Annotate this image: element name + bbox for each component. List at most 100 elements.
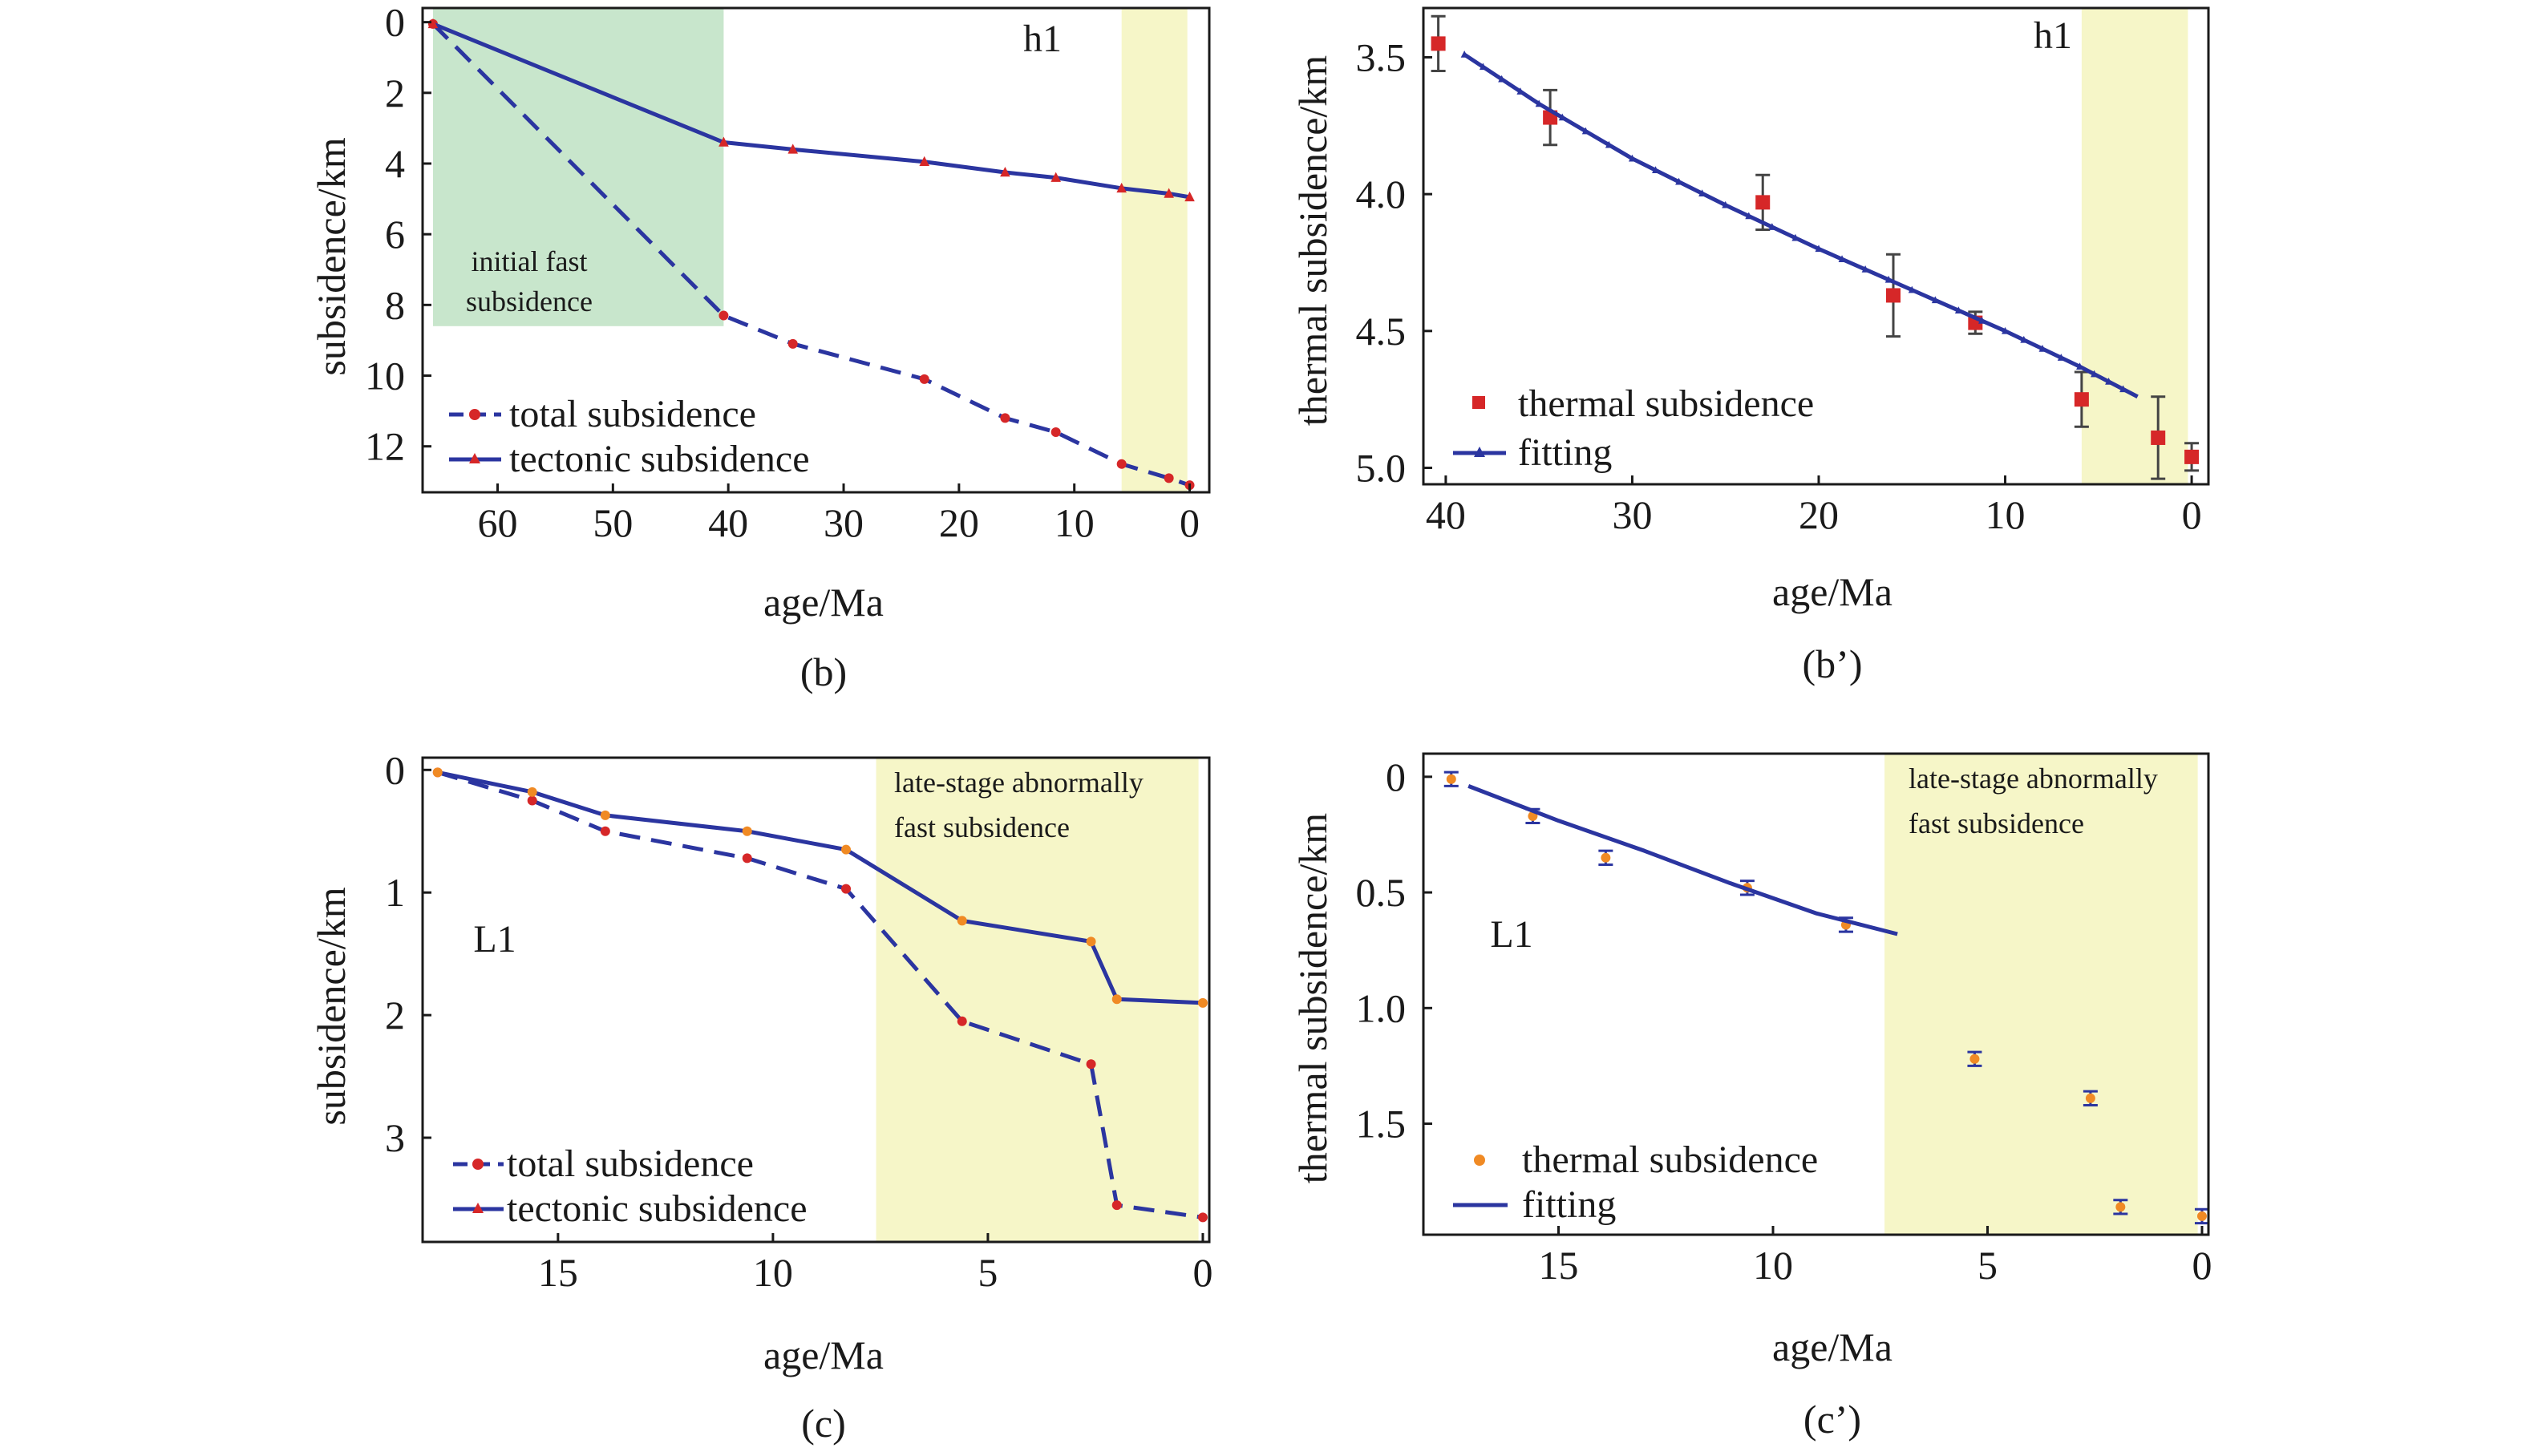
fit-marker: [2105, 377, 2113, 385]
fit-marker: [1516, 87, 1524, 95]
legend: total subsidence tectonic subsidence: [453, 1143, 808, 1230]
fit-marker: [1908, 285, 1916, 293]
data-point: [719, 310, 729, 321]
x-tick-label: 10: [1055, 500, 1095, 545]
data-point: [742, 826, 752, 836]
data-point: [600, 826, 610, 836]
data-point: [2151, 430, 2166, 445]
data-point: [1000, 167, 1010, 177]
fit-marker: [1479, 63, 1487, 71]
y-tick-label: 5.0: [1356, 446, 1407, 491]
band-label-line-2: subsidence: [466, 285, 593, 317]
data-point: [1755, 195, 1771, 210]
data-point: [2184, 449, 2200, 464]
fit-marker: [1498, 75, 1506, 83]
series-line: [1467, 784, 1898, 936]
data-point: [1116, 182, 1127, 193]
y-tick-label: 3.5: [1356, 34, 1407, 79]
legend-label-thermal: thermal subsidence: [1518, 382, 1814, 425]
well-tag: L1: [473, 918, 516, 961]
x-tick-label: 5: [1977, 1243, 1998, 1288]
data-point: [1050, 172, 1061, 182]
series-thermal-subsidence: [1431, 14, 2200, 480]
data-point: [919, 374, 929, 384]
fit-marker: [2002, 326, 2010, 334]
y-axis-label: subsidence/km: [309, 137, 354, 375]
data-point: [787, 338, 798, 349]
fit-marker: [1605, 140, 1613, 148]
data-point: [787, 144, 799, 154]
data-point: [2115, 1202, 2126, 1212]
fit-marker: [1884, 275, 1892, 283]
legend: thermal subsidence fitting: [1453, 382, 1814, 474]
data-point: [527, 787, 537, 797]
data-point: [919, 156, 930, 167]
data-point: [2196, 1211, 2207, 1221]
band-label-line-2: fast subsidence: [894, 811, 1070, 843]
panel-c: late-stage abnormally fast subsidence 15…: [309, 747, 1212, 1446]
fit-marker: [1838, 255, 1846, 262]
series-fitting: [1467, 784, 1898, 936]
fit-marker: [1698, 189, 1706, 197]
plot-frame: [1422, 6, 2210, 486]
y-tick-label: 0: [385, 747, 405, 792]
data-point: [1601, 852, 1611, 863]
legend-marker-total: [472, 1159, 484, 1170]
band-label-line-1: late-stage abnormally: [894, 766, 1144, 799]
data-point: [1431, 36, 1446, 51]
band-label-line-1: late-stage abnormally: [1909, 762, 2158, 795]
data-point: [1886, 288, 1901, 303]
legend-label-thermal: thermal subsidence: [1522, 1139, 1818, 1181]
y-tick-label: 1.0: [1356, 985, 1407, 1030]
x-tick-label: 30: [824, 500, 864, 545]
fit-marker: [1460, 51, 1468, 58]
fit-marker: [1791, 233, 1799, 241]
fit-marker: [2119, 385, 2127, 393]
late-stage-band: [2081, 8, 2188, 484]
data-point: [1000, 413, 1010, 423]
fit-marker: [1535, 99, 1543, 107]
data-point: [1184, 191, 1195, 202]
fit-marker: [1581, 127, 1589, 135]
x-tick-label: 5: [978, 1250, 998, 1295]
data-point: [1164, 473, 1174, 483]
data-point: [957, 1016, 967, 1026]
fit-marker: [1768, 223, 1776, 230]
fit-marker: [1815, 245, 1823, 253]
y-tick-label: 3: [385, 1115, 405, 1160]
legend-label-total: total subsidence: [507, 1143, 754, 1185]
data-point: [841, 844, 852, 855]
panel-caption: (b): [800, 649, 847, 694]
data-point: [1111, 994, 1122, 1005]
fit-marker: [1652, 166, 1660, 174]
fit-marker: [1722, 200, 1730, 208]
x-tick-label: 60: [477, 500, 517, 545]
legend-label-fitting: fitting: [1518, 431, 1612, 474]
late-stage-band: [1121, 8, 1188, 492]
data-point: [427, 18, 439, 29]
series-tectonic-subsidence: [432, 767, 1208, 1008]
x-axis-label: age/Ma: [1772, 1325, 1892, 1369]
x-tick-label: 0: [2182, 492, 2202, 537]
y-tick-label: 2: [385, 71, 405, 115]
y-tick-label: 8: [385, 282, 405, 327]
x-tick-label: 15: [538, 1250, 578, 1295]
well-tag: h1: [1023, 18, 1062, 60]
plot-frame: [1422, 752, 2210, 1236]
panel-caption: (c’): [1803, 1397, 1861, 1442]
plot-frame: [421, 756, 1211, 1244]
fit-marker: [2076, 362, 2084, 370]
fit-marker: [2020, 335, 2028, 343]
data-point: [1197, 997, 1208, 1008]
y-tick-label: 0: [1386, 754, 1406, 799]
x-tick-label: 10: [1753, 1243, 1793, 1288]
x-axis-label: age/Ma: [763, 1333, 884, 1377]
x-tick-label: 20: [939, 500, 979, 545]
fit-marker: [1675, 177, 1683, 185]
y-tick-label: 4.0: [1356, 172, 1407, 216]
y-tick-label: 10: [365, 354, 405, 398]
y-tick-label: 0.5: [1356, 870, 1407, 915]
data-point: [432, 767, 443, 778]
band-label-line-2: fast subsidence: [1909, 807, 2084, 839]
